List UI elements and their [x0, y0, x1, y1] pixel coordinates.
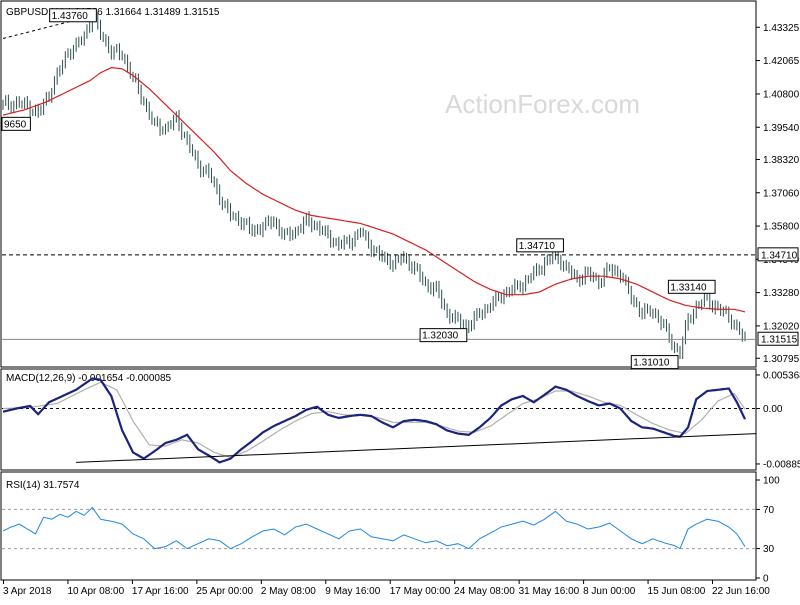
rsi-header: RSI(14) 31.7574	[6, 480, 80, 491]
watermark: ActionForex.com	[445, 89, 640, 119]
x-axis: 3 Apr 2018 10 Apr 08:00 17 Apr 16:00 25 Apr…	[3, 580, 770, 597]
y-tick-label: 0.005368	[763, 370, 800, 381]
y-tick-label: 70	[763, 505, 775, 516]
annotation-box	[1, 116, 31, 131]
x-tick-label: 31 May 16:00	[519, 586, 580, 597]
x-tick-label: 10 Apr 08:00	[67, 586, 124, 597]
price-tag-label: 1.31515	[761, 335, 798, 346]
y-tick-label: 30	[763, 544, 775, 555]
x-tick-label: 22 Jun 16:00	[712, 586, 770, 597]
price-y-axis: 1.43325 1.42065 1.40800 1.39540 1.38320 1.370…	[756, 23, 800, 365]
annotation-box	[516, 238, 564, 253]
rsi-line	[2, 506, 746, 550]
price-candles	[2, 12, 746, 360]
y-tick-label: -0.008855	[763, 459, 800, 470]
x-tick-label: 17 Apr 16:00	[132, 586, 189, 597]
annotation-box	[419, 328, 468, 343]
y-tick-label: 1.30795	[763, 354, 800, 365]
x-tick-label: 15 Jun 08:00	[648, 586, 706, 597]
annotation-label: 9650	[4, 119, 27, 130]
y-tick-label: 1.33280	[763, 288, 800, 299]
y-tick-label: 1.42065	[763, 56, 800, 67]
rsi-y-axis: 100 70 30 0	[756, 476, 780, 585]
macd-y-axis: 0.005368 0.00 -0.008855	[756, 370, 800, 470]
price-tag-box	[757, 247, 799, 262]
y-tick-label: 1.40800	[763, 89, 800, 100]
price-annotations: 1.43760 9650 1.32030 1.34710 1.33140 1.31010	[1, 8, 716, 370]
macd-lines	[2, 377, 757, 464]
y-tick-label: 100	[763, 476, 780, 487]
price-tag-label: 1.34710	[761, 250, 798, 261]
price-lines	[2, 15, 756, 340]
y-tick-label: 1.39540	[763, 123, 800, 134]
y-tick-label: 1.35800	[763, 222, 800, 233]
price-panel: GBPUSD,H4 1.31526 1.31664 1.31489 1.3151…	[0, 0, 800, 370]
rsi-panel-frame	[0, 471, 757, 581]
x-tick-label: 24 May 08:00	[454, 586, 515, 597]
x-tick-label: 17 May 00:00	[390, 586, 451, 597]
price-tag-box	[757, 331, 799, 346]
annotation-label: 1.33140	[670, 282, 707, 293]
rsi-panel: RSI(14) 31.7574 100 70 30 0	[0, 471, 780, 585]
y-tick-label: 0.00	[763, 404, 783, 415]
annotation-box	[667, 279, 716, 294]
macd-trendline	[76, 433, 757, 463]
rsi-lines	[2, 506, 756, 550]
macd-panel-frame	[0, 368, 757, 471]
x-tick-label: 2 May 08:00	[261, 586, 316, 597]
y-tick-label: 1.43325	[763, 23, 800, 34]
annotation-label: 1.32030	[422, 331, 459, 342]
price-panel-frame	[0, 0, 757, 368]
x-tick-label: 9 May 16:00	[325, 586, 380, 597]
annotation-label: 1.43760	[52, 11, 89, 22]
x-tick-label: 25 Apr 00:00	[196, 586, 253, 597]
y-tick-label: 1.37060	[763, 188, 800, 199]
y-tick-label: 1.32020	[763, 321, 800, 332]
x-tick-label: 3 Apr 2018	[3, 586, 52, 597]
annotation-label: 1.31010	[633, 358, 670, 369]
macd-panel: MACD(12,26,9) -0.001654 -0.000085 0.0053…	[0, 368, 800, 471]
macd-header: MACD(12,26,9) -0.001654 -0.000085	[6, 373, 172, 384]
annotation-box	[49, 8, 97, 23]
y-tick-label: 0	[763, 574, 769, 585]
x-tick-label: 8 Jun 00:00	[583, 586, 636, 597]
macd-line	[2, 377, 746, 464]
price-header: GBPUSD,H4 1.31526 1.31664 1.31489 1.3151…	[6, 7, 220, 18]
annotation-label: 1.34710	[519, 241, 556, 252]
moving-average-line	[2, 66, 746, 313]
y-tick-label: 1.38320	[763, 155, 800, 166]
